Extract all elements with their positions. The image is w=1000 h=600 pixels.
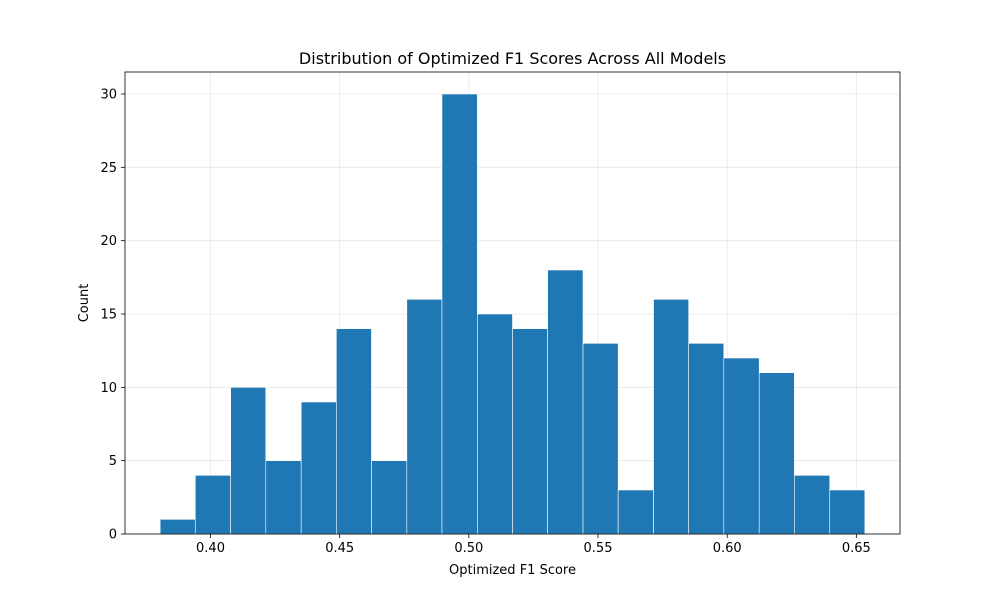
y-tick-label: 25	[100, 161, 117, 176]
y-tick-label: 30	[100, 88, 117, 103]
histogram-bar	[406, 299, 443, 535]
x-axis-label: Optimized F1 Score	[449, 563, 576, 578]
histogram-bar	[441, 93, 478, 535]
histogram-bar	[336, 328, 372, 535]
histogram-bar	[159, 519, 196, 535]
x-tick-label: 0.40	[196, 541, 225, 556]
histogram-bar	[617, 489, 654, 535]
x-tick-label: 0.65	[842, 541, 871, 556]
x-tick-label: 0.55	[584, 541, 613, 556]
plot-frame	[124, 71, 901, 535]
y-tick-label: 5	[109, 454, 117, 469]
x-tick-label: 0.60	[713, 541, 742, 556]
histogram-bar	[829, 489, 866, 535]
y-tick-label: 10	[100, 381, 117, 396]
histogram-bar	[547, 269, 584, 535]
x-tick-label: 0.50	[454, 541, 483, 556]
histogram-bar	[194, 475, 231, 535]
y-tick-label: 20	[100, 234, 117, 249]
histogram-bar	[688, 343, 725, 535]
ticks-layer: 0.40 0.45 0.50 0.55 0.60 0.65 0 5 10 15 20 25 30	[100, 88, 870, 557]
histogram-bar	[653, 299, 689, 535]
y-axis-label: Count	[77, 284, 92, 323]
histogram-bar	[230, 387, 267, 535]
x-tick-label: 0.45	[325, 541, 354, 556]
histogram-bar	[723, 357, 760, 535]
histogram-bar	[477, 313, 513, 535]
histogram-bar	[758, 372, 795, 535]
histogram-bar	[300, 401, 337, 535]
histogram-bar	[582, 343, 619, 535]
y-tick-label: 0	[109, 528, 117, 543]
histogram-bar	[371, 460, 408, 535]
bars-layer	[159, 93, 866, 535]
chart-title: Distribution of Optimized F1 Scores Acro…	[299, 49, 726, 68]
histogram-bar	[512, 328, 548, 535]
histogram-bar	[265, 460, 302, 535]
y-tick-label: 15	[100, 308, 117, 323]
histogram-bar	[794, 475, 831, 535]
